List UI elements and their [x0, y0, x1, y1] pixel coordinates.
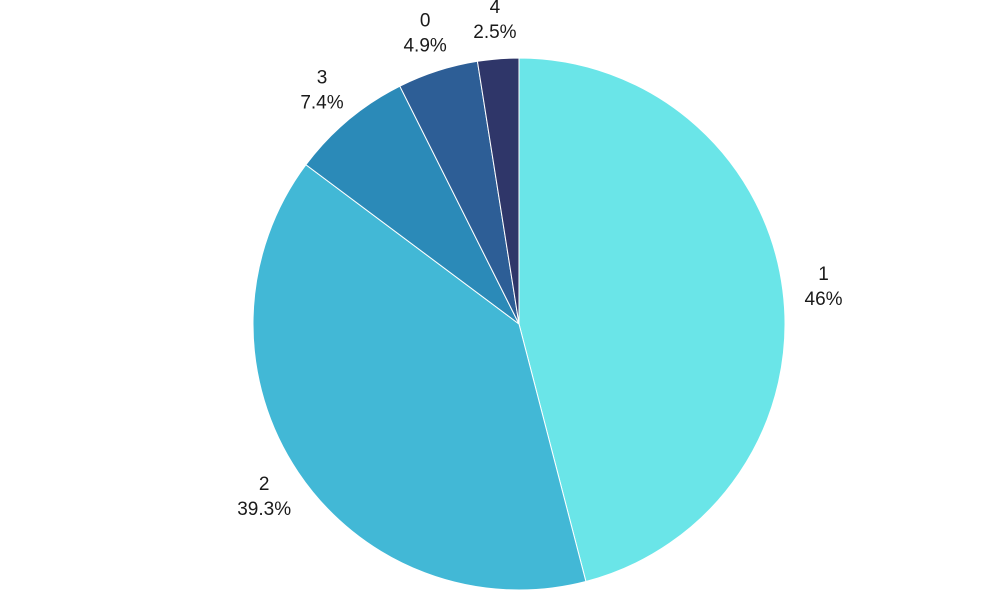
slice-category-label: 1 — [818, 264, 829, 285]
slice-category-label: 2 — [259, 474, 270, 495]
pie-slice-2 — [252, 164, 587, 591]
pie-labels: 1 46%2 39.3%3 7.4%0 4.9%4 2.5% — [237, 0, 842, 520]
slice-category-label: 0 — [420, 11, 431, 32]
pie-slice-1 — [518, 57, 786, 583]
slice-label-0: 0 4.9% — [403, 11, 446, 57]
slice-percent-label: 39.3% — [237, 499, 291, 520]
pie-slices — [252, 57, 786, 591]
pie-slice-4 — [476, 57, 520, 325]
slice-label-1: 1 46% — [805, 264, 843, 310]
slice-percent-label: 2.5% — [473, 22, 516, 43]
slice-percent-label: 46% — [805, 289, 843, 310]
slice-label-4: 4 2.5% — [473, 0, 516, 43]
pie-slice-3 — [305, 85, 520, 325]
slice-percent-label: 4.9% — [403, 36, 446, 57]
slice-label-3: 3 7.4% — [300, 68, 343, 114]
slice-label-2: 2 39.3% — [237, 474, 291, 520]
slice-category-label: 3 — [317, 68, 328, 89]
slice-percent-label: 7.4% — [300, 93, 343, 114]
slice-category-label: 4 — [490, 0, 501, 18]
